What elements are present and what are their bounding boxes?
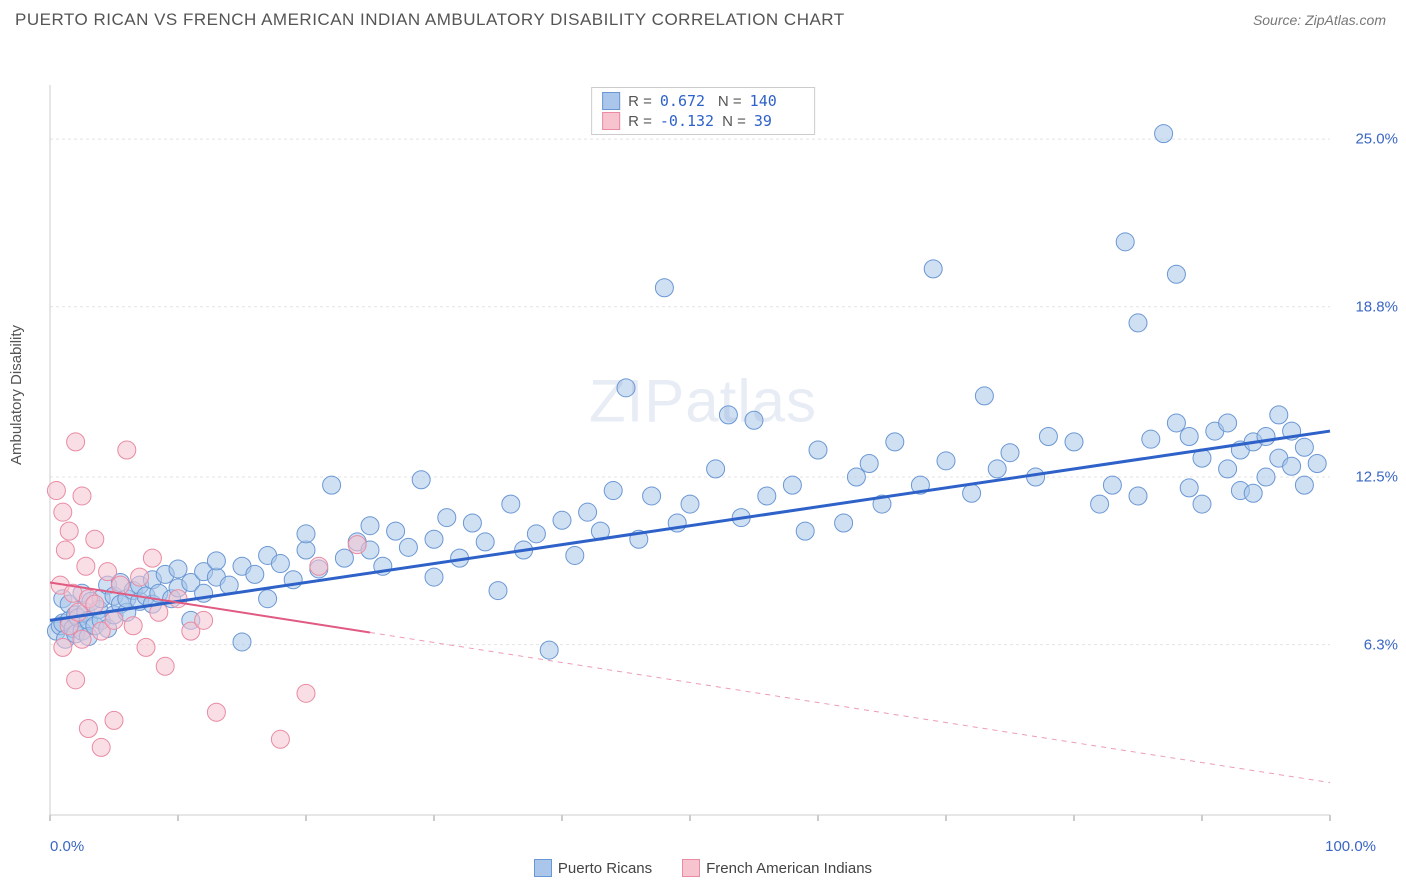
- y-tick-label: 25.0%: [1355, 131, 1398, 148]
- r-label: R =: [628, 113, 652, 130]
- y-tick-label: 18.8%: [1355, 298, 1398, 315]
- r-label: R =: [628, 93, 652, 110]
- y-tick-label: 6.3%: [1364, 636, 1398, 653]
- r-value-1: -0.132: [660, 112, 714, 130]
- legend-label-0: Puerto Ricans: [558, 860, 652, 877]
- n-label: N =: [722, 113, 746, 130]
- y-tick-label: 12.5%: [1355, 469, 1398, 486]
- legend-item-0: Puerto Ricans: [534, 859, 652, 877]
- r-value-0: 0.672: [660, 92, 710, 110]
- x-axis-labels: 0.0% 100.0%: [50, 838, 1376, 855]
- stats-row-0: R = 0.672 N = 140: [602, 92, 804, 110]
- legend-item-1: French American Indians: [682, 859, 872, 877]
- n-value-1: 39: [754, 112, 804, 130]
- scatter-plot-svg: [0, 35, 1406, 855]
- x-min-label: 0.0%: [50, 838, 84, 855]
- legend-label-1: French American Indians: [706, 860, 872, 877]
- swatch-series-0-b: [534, 859, 552, 877]
- series-legend: Puerto Ricans French American Indians: [0, 859, 1406, 877]
- source-label: Source: ZipAtlas.com: [1253, 12, 1386, 28]
- stats-legend-box: R = 0.672 N = 140 R = -0.132 N = 39: [591, 87, 815, 135]
- chart-area: Ambulatory Disability ZIPatlas R = 0.672…: [0, 35, 1406, 885]
- swatch-series-0: [602, 92, 620, 110]
- chart-title: PUERTO RICAN VS FRENCH AMERICAN INDIAN A…: [15, 10, 845, 30]
- swatch-series-1: [602, 112, 620, 130]
- x-max-label: 100.0%: [1325, 838, 1376, 855]
- n-value-0: 140: [750, 92, 800, 110]
- stats-row-1: R = -0.132 N = 39: [602, 112, 804, 130]
- y-axis-label: Ambulatory Disability: [8, 325, 25, 465]
- n-label: N =: [718, 93, 742, 110]
- swatch-series-1-b: [682, 859, 700, 877]
